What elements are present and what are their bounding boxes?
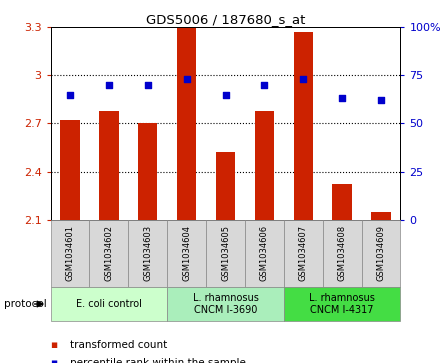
Bar [138,123,158,220]
Bar [284,287,400,321]
Point [339,95,346,101]
Text: GSM1034603: GSM1034603 [143,225,152,281]
Text: GSM1034609: GSM1034609 [377,225,385,281]
Point [222,91,229,97]
Title: GDS5006 / 187680_s_at: GDS5006 / 187680_s_at [146,13,305,26]
Bar [284,220,323,287]
Point [261,82,268,88]
Text: GSM1034608: GSM1034608 [337,225,347,281]
Bar [332,184,352,220]
Text: transformed count: transformed count [70,340,168,350]
Text: GSM1034602: GSM1034602 [104,225,114,281]
Bar [167,220,206,287]
Point [378,97,385,103]
Bar [206,220,245,287]
Text: GSM1034605: GSM1034605 [221,225,230,281]
Bar [216,152,235,220]
Bar [362,220,400,287]
Bar [51,287,167,321]
Point [106,82,113,88]
Bar [371,212,391,220]
Text: GSM1034604: GSM1034604 [182,225,191,281]
Point [183,76,190,82]
Bar [323,220,362,287]
Bar [293,32,313,220]
Bar [177,27,196,220]
Text: ◾: ◾ [51,340,58,350]
Text: ◾: ◾ [51,358,58,363]
Text: GSM1034606: GSM1034606 [260,225,269,281]
Bar [60,120,80,220]
Text: GSM1034601: GSM1034601 [66,225,74,281]
Text: L. rhamnosus
CNCM I-4317: L. rhamnosus CNCM I-4317 [309,293,375,315]
Point [300,76,307,82]
Bar [167,287,284,321]
Point [66,91,73,97]
Point [144,82,151,88]
Text: percentile rank within the sample: percentile rank within the sample [70,358,246,363]
Text: GSM1034607: GSM1034607 [299,225,308,281]
Bar [255,111,274,220]
Text: E. coli control: E. coli control [76,299,142,309]
Text: protocol: protocol [4,299,47,309]
Bar [99,111,119,220]
Bar [51,220,89,287]
Bar [128,220,167,287]
Bar [89,220,128,287]
Bar [245,220,284,287]
Text: L. rhamnosus
CNCM I-3690: L. rhamnosus CNCM I-3690 [193,293,258,315]
